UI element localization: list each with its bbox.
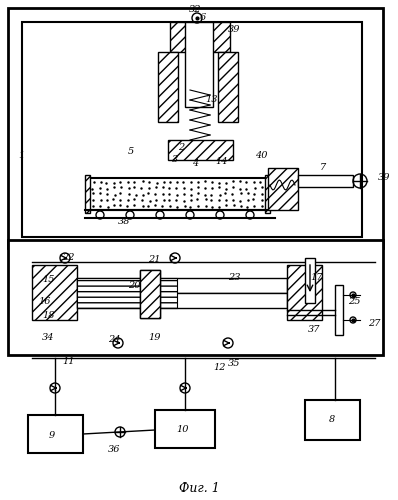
- Text: 10: 10: [177, 426, 189, 434]
- FancyBboxPatch shape: [185, 22, 213, 107]
- FancyBboxPatch shape: [8, 8, 383, 248]
- FancyBboxPatch shape: [155, 410, 215, 448]
- FancyBboxPatch shape: [28, 415, 83, 453]
- Text: 14: 14: [215, 158, 228, 166]
- Text: 32: 32: [189, 4, 201, 14]
- Text: 7: 7: [320, 164, 326, 172]
- FancyBboxPatch shape: [8, 240, 383, 355]
- Text: 24: 24: [108, 334, 121, 344]
- Text: 34: 34: [42, 332, 55, 342]
- FancyBboxPatch shape: [140, 270, 160, 318]
- Text: 36: 36: [108, 446, 121, 454]
- Text: 39: 39: [378, 174, 390, 182]
- FancyBboxPatch shape: [170, 22, 230, 52]
- Text: 22: 22: [62, 252, 74, 262]
- Text: 17: 17: [310, 274, 322, 282]
- Text: 23: 23: [228, 274, 240, 282]
- Text: 16: 16: [38, 298, 51, 306]
- FancyBboxPatch shape: [218, 52, 238, 122]
- FancyBboxPatch shape: [88, 178, 268, 210]
- Text: 27: 27: [368, 318, 380, 328]
- Text: Фиг. 1: Фиг. 1: [179, 482, 219, 494]
- Text: 11: 11: [62, 358, 74, 366]
- Text: 25: 25: [348, 298, 361, 306]
- Text: 13: 13: [205, 96, 217, 104]
- FancyBboxPatch shape: [287, 265, 322, 320]
- Text: 6: 6: [200, 14, 206, 22]
- Text: 40: 40: [255, 150, 267, 160]
- Text: 20: 20: [128, 280, 140, 289]
- FancyBboxPatch shape: [77, 278, 287, 293]
- FancyBboxPatch shape: [158, 52, 178, 122]
- FancyBboxPatch shape: [32, 265, 77, 320]
- Text: 12: 12: [213, 364, 226, 372]
- FancyBboxPatch shape: [77, 293, 287, 308]
- Text: 5: 5: [128, 148, 134, 156]
- FancyBboxPatch shape: [305, 258, 315, 303]
- FancyBboxPatch shape: [22, 22, 362, 237]
- FancyBboxPatch shape: [85, 175, 90, 213]
- Text: 21: 21: [148, 256, 160, 264]
- Text: 39: 39: [228, 26, 240, 35]
- Text: 37: 37: [308, 326, 320, 334]
- Text: 4: 4: [192, 160, 198, 168]
- FancyBboxPatch shape: [268, 168, 298, 210]
- Text: 15: 15: [42, 276, 55, 284]
- FancyBboxPatch shape: [265, 175, 270, 213]
- FancyBboxPatch shape: [168, 140, 233, 160]
- Text: 1: 1: [18, 150, 24, 160]
- Text: 9: 9: [49, 430, 55, 440]
- FancyBboxPatch shape: [140, 270, 160, 318]
- Text: 35: 35: [228, 358, 240, 368]
- Text: 8: 8: [329, 416, 335, 424]
- Text: 38: 38: [118, 218, 131, 226]
- FancyBboxPatch shape: [77, 278, 177, 308]
- FancyBboxPatch shape: [305, 400, 360, 440]
- FancyBboxPatch shape: [298, 175, 353, 187]
- Text: 19: 19: [148, 332, 160, 342]
- Text: 2: 2: [178, 144, 184, 152]
- Text: 3: 3: [172, 156, 178, 164]
- Text: 18: 18: [42, 310, 55, 320]
- FancyBboxPatch shape: [335, 285, 343, 335]
